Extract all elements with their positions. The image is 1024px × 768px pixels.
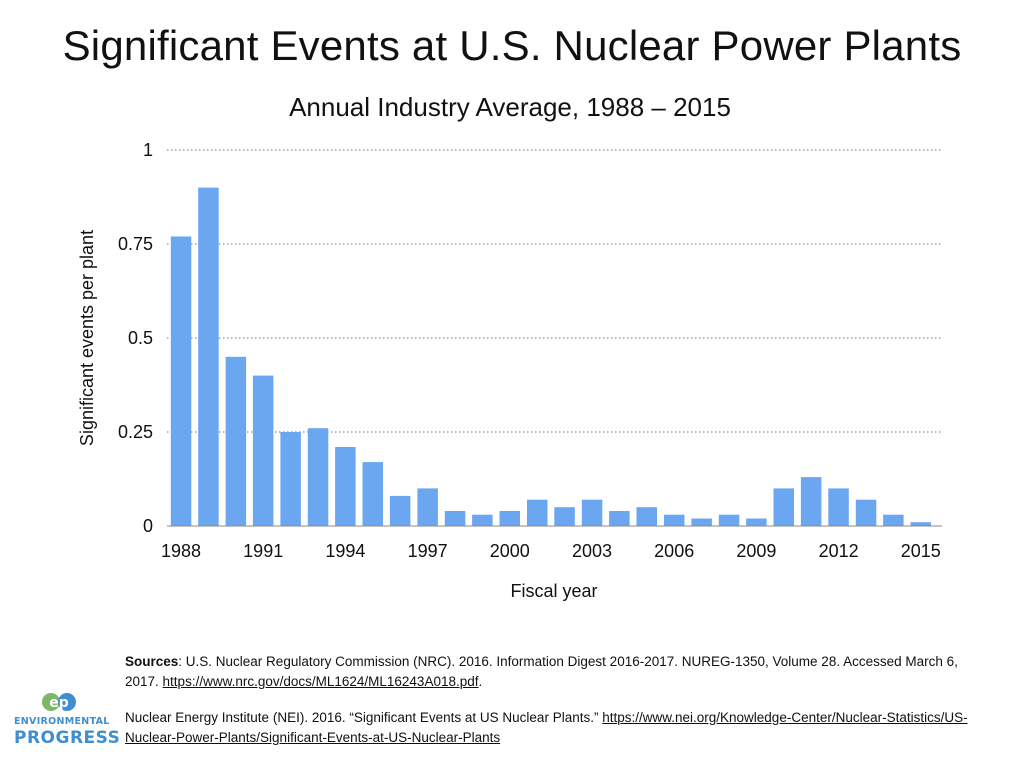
x-tick-label: 2003 [572,541,612,561]
x-tick-label: 2009 [736,541,776,561]
x-tick-label: 2012 [819,541,859,561]
bar-2013 [855,499,877,526]
bar-2002 [554,507,575,526]
chart-subtitle: Annual Industry Average, 1988 – 2015 [0,92,1024,123]
ep-logo-icon: ep [42,693,76,711]
x-axis-ticks: 1988 1991 1994 1997 2000 2003 2006 2009 2012 2015 [161,541,941,561]
bar-2006 [664,514,685,526]
bar-1988 [170,236,192,526]
environmental-progress-logo: ep ENVIRONMENTAL PROGRESS [14,692,121,752]
bar-2007 [691,518,712,526]
x-tick-label: 2015 [901,541,941,561]
bar-1991 [252,375,274,526]
bar-1989 [198,187,219,526]
bar-chart: 0 0.25 0.5 0.75 1 1988 1991 1994 1997 2000 2003 20… [77,140,942,601]
y-tick-label: 1 [143,140,153,160]
y-axis-label: Significant events per plant [77,230,97,446]
bar-1994 [335,447,356,526]
bar-1996 [389,495,411,526]
bar-1998 [444,511,466,526]
bar-1993 [307,428,329,526]
bar-2015 [910,522,931,526]
x-tick-label: 2000 [490,541,530,561]
source-nei: Nuclear Energy Institute (NEI). 2016. “S… [125,708,995,748]
bar-2011 [800,477,822,526]
logo-text-progress: PROGRESS [14,728,121,748]
bar-2010 [773,488,794,526]
bar-1992 [280,432,301,526]
y-tick-label: 0.25 [118,422,153,442]
x-axis-label: Fiscal year [510,581,597,601]
bar-2009 [746,518,767,526]
x-tick-label: 1988 [161,541,201,561]
x-tick-label: 1991 [243,541,283,561]
bar-1999 [472,514,493,526]
bar-1990 [225,356,247,526]
x-tick-label: 2006 [654,541,694,561]
y-tick-label: 0 [143,516,153,536]
source-nrc-end: . [478,674,483,689]
bar-2003 [581,499,603,526]
y-tick-label: 0.75 [118,234,153,254]
source-nrc: Sources: U.S. Nuclear Regulatory Commiss… [125,652,995,692]
source-nei-link[interactable]: https://www.nei.org/Knowledge-Center/Nuc… [125,710,968,745]
bars [170,187,931,526]
bar-1995 [362,462,383,526]
bar-1997 [417,488,438,526]
source-nrc-text: : U.S. Nuclear Regulatory Commission (NR… [125,654,958,689]
bar-2012 [828,488,849,526]
source-nrc-link[interactable]: https://www.nrc.gov/docs/ML1624/ML16243A… [162,674,479,689]
sources-label: Sources [125,654,179,669]
x-tick-label: 1997 [408,541,448,561]
source-nei-text: Nuclear Energy Institute (NEI). 2016. “S… [125,710,603,725]
y-axis-ticks: 0 0.25 0.5 0.75 1 [118,140,153,536]
bar-2005 [636,507,657,526]
chart-title: Significant Events at U.S. Nuclear Power… [62,22,962,69]
x-tick-label: 1994 [325,541,365,561]
ep-logo-mark-text: ep [49,695,69,711]
chart-subtitle-text: Annual Industry Average, 1988 – 2015 [289,92,731,122]
sources-block: Sources: U.S. Nuclear Regulatory Commiss… [125,652,995,764]
y-tick-label: 0.5 [128,328,153,348]
bar-2008 [718,514,740,526]
bar-2000 [499,511,520,526]
bar-2001 [527,499,548,526]
bar-2014 [883,514,904,526]
logo-text-environmental: ENVIRONMENTAL [14,716,110,727]
bar-2004 [609,511,630,526]
gridlines [167,149,942,433]
